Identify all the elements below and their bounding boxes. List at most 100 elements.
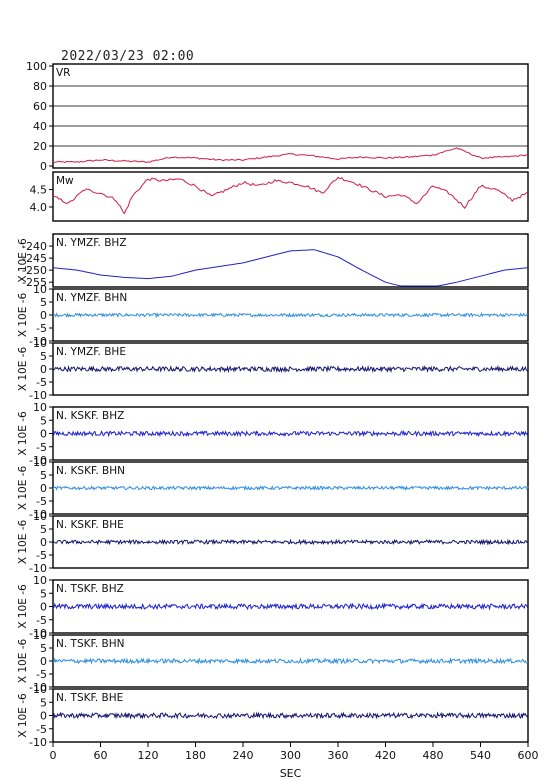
series-line-n-tskf-bhn bbox=[52, 657, 529, 665]
y-axis-unit-label: X 10E -6 bbox=[17, 411, 29, 456]
series-line-n-ymzf-bhe bbox=[52, 364, 529, 374]
panel-frame-mw bbox=[52, 171, 529, 222]
y-tick-label: -10 bbox=[29, 681, 47, 694]
series-line-mw bbox=[52, 176, 529, 215]
series-line-n-ymzf-bhz bbox=[52, 249, 529, 287]
y-tick-label: -10 bbox=[29, 335, 47, 348]
y-tick-label: 10 bbox=[33, 283, 47, 296]
y-axis-unit-label: X 10E -6 bbox=[17, 347, 29, 392]
y-tick-label: 0 bbox=[40, 655, 47, 668]
y-tick-label: 4.5 bbox=[30, 184, 48, 197]
datetime-title: 2022/03/23 02:00 bbox=[61, 49, 195, 64]
y-axis-unit-label: X 10E -6 bbox=[17, 639, 29, 684]
y-tick-label: -10 bbox=[29, 562, 47, 575]
y-tick-label: 0 bbox=[40, 160, 47, 173]
series-line-n-ymzf-bhn bbox=[52, 311, 529, 319]
panel-label-n-ymzf-bhz: N. YMZF. BHZ bbox=[56, 237, 127, 249]
y-tick-label: -10 bbox=[29, 508, 47, 521]
panel-label-n-kskf-bhe: N. KSKF. BHE bbox=[56, 519, 124, 531]
x-tick-label: 120 bbox=[138, 749, 159, 762]
y-tick-label: 0 bbox=[40, 601, 47, 614]
y-tick-label: 5 bbox=[40, 642, 47, 655]
y-axis-unit-label: X 10E -6 bbox=[17, 238, 29, 283]
y-tick-label: -5 bbox=[36, 668, 47, 681]
y-tick-label: -5 bbox=[36, 614, 47, 627]
y-axis-unit-label: X 10E -6 bbox=[17, 520, 29, 565]
y-tick-label: 4.0 bbox=[30, 201, 48, 214]
y-tick-label: 0 bbox=[40, 536, 47, 549]
y-tick-label: 80 bbox=[33, 80, 47, 93]
panel-label-vr: VR bbox=[56, 67, 70, 79]
x-tick-label: 540 bbox=[470, 749, 491, 762]
panel-label-n-kskf-bhz: N. KSKF. BHZ bbox=[56, 410, 124, 422]
y-tick-label: -240 bbox=[22, 240, 47, 253]
y-tick-label: -255 bbox=[22, 276, 47, 289]
x-tick-label: 0 bbox=[50, 749, 57, 762]
y-tick-label: 5 bbox=[40, 696, 47, 709]
panel-frame-vr bbox=[52, 63, 529, 169]
x-tick-label: 240 bbox=[233, 749, 254, 762]
y-tick-label: -5 bbox=[36, 723, 47, 736]
y-axis-unit-label: X 10E -6 bbox=[17, 693, 29, 738]
x-tick-label: 300 bbox=[280, 749, 301, 762]
x-tick-label: 180 bbox=[185, 749, 206, 762]
y-tick-label: 10 bbox=[33, 683, 47, 696]
y-axis-unit-label: X 10E -6 bbox=[17, 584, 29, 629]
y-tick-label: 10 bbox=[33, 456, 47, 469]
y-tick-label: 0 bbox=[40, 363, 47, 376]
panel-label-n-kskf-bhn: N. KSKF. BHN bbox=[56, 465, 125, 477]
y-tick-label: 0 bbox=[40, 482, 47, 495]
y-tick-label: 5 bbox=[40, 350, 47, 363]
series-line-n-kskf-bhz bbox=[52, 429, 529, 438]
y-tick-label: -10 bbox=[29, 736, 47, 749]
y-tick-label: 5 bbox=[40, 587, 47, 600]
y-tick-label: 5 bbox=[40, 296, 47, 309]
x-tick-label: 60 bbox=[94, 749, 108, 762]
y-tick-label: -10 bbox=[29, 454, 47, 467]
y-tick-label: 0 bbox=[40, 428, 47, 441]
y-tick-label: 60 bbox=[33, 100, 47, 113]
y-tick-label: 100 bbox=[26, 60, 47, 73]
y-tick-label: 5 bbox=[40, 523, 47, 536]
panel-label-n-ymzf-bhe: N. YMZF. BHE bbox=[56, 346, 126, 358]
series-line-n-kskf-bhe bbox=[52, 538, 529, 546]
y-axis-unit-label: X 10E -6 bbox=[17, 293, 29, 338]
y-tick-label: 20 bbox=[33, 140, 47, 153]
panel-label-n-tskf-bhz: N. TSKF. BHZ bbox=[56, 583, 124, 595]
y-tick-label: 10 bbox=[33, 401, 47, 414]
series-line-n-tskf-bhz bbox=[52, 602, 529, 611]
x-tick-label: 600 bbox=[518, 749, 539, 762]
x-axis-label: SEC bbox=[280, 767, 302, 780]
panel-frame-n-ymzf-bhz bbox=[52, 233, 529, 288]
series-line-vr bbox=[52, 147, 529, 164]
y-tick-label: 10 bbox=[33, 629, 47, 642]
y-tick-label: -250 bbox=[22, 264, 47, 277]
y-tick-label: 0 bbox=[40, 309, 47, 322]
y-tick-label: -5 bbox=[36, 441, 47, 454]
panel-label-mw: Mw bbox=[56, 175, 74, 187]
y-tick-label: 10 bbox=[33, 337, 47, 350]
y-axis-unit-label: X 10E -6 bbox=[17, 466, 29, 511]
x-tick-label: 360 bbox=[328, 749, 349, 762]
y-tick-label: 10 bbox=[33, 574, 47, 587]
y-tick-label: 5 bbox=[40, 414, 47, 427]
y-tick-label: 5 bbox=[40, 469, 47, 482]
x-tick-label: 480 bbox=[423, 749, 444, 762]
series-line-n-tskf-bhe bbox=[52, 711, 529, 720]
y-tick-label: -10 bbox=[29, 389, 47, 402]
y-tick-label: 0 bbox=[40, 710, 47, 723]
y-tick-label: -10 bbox=[29, 627, 47, 640]
y-tick-label: -5 bbox=[36, 549, 47, 562]
y-tick-label: -5 bbox=[36, 376, 47, 389]
x-tick-label: 420 bbox=[375, 749, 396, 762]
panel-label-n-ymzf-bhn: N. YMZF. BHN bbox=[56, 292, 127, 304]
y-tick-label: -5 bbox=[36, 495, 47, 508]
y-tick-label: -5 bbox=[36, 322, 47, 335]
panel-label-n-tskf-bhn: N. TSKF. BHN bbox=[56, 638, 124, 650]
y-tick-label: -245 bbox=[22, 252, 47, 265]
y-tick-label: 40 bbox=[33, 120, 47, 133]
series-line-n-kskf-bhn bbox=[52, 484, 529, 492]
panel-label-n-tskf-bhe: N. TSKF. BHE bbox=[56, 692, 123, 704]
y-tick-label: 10 bbox=[33, 510, 47, 523]
